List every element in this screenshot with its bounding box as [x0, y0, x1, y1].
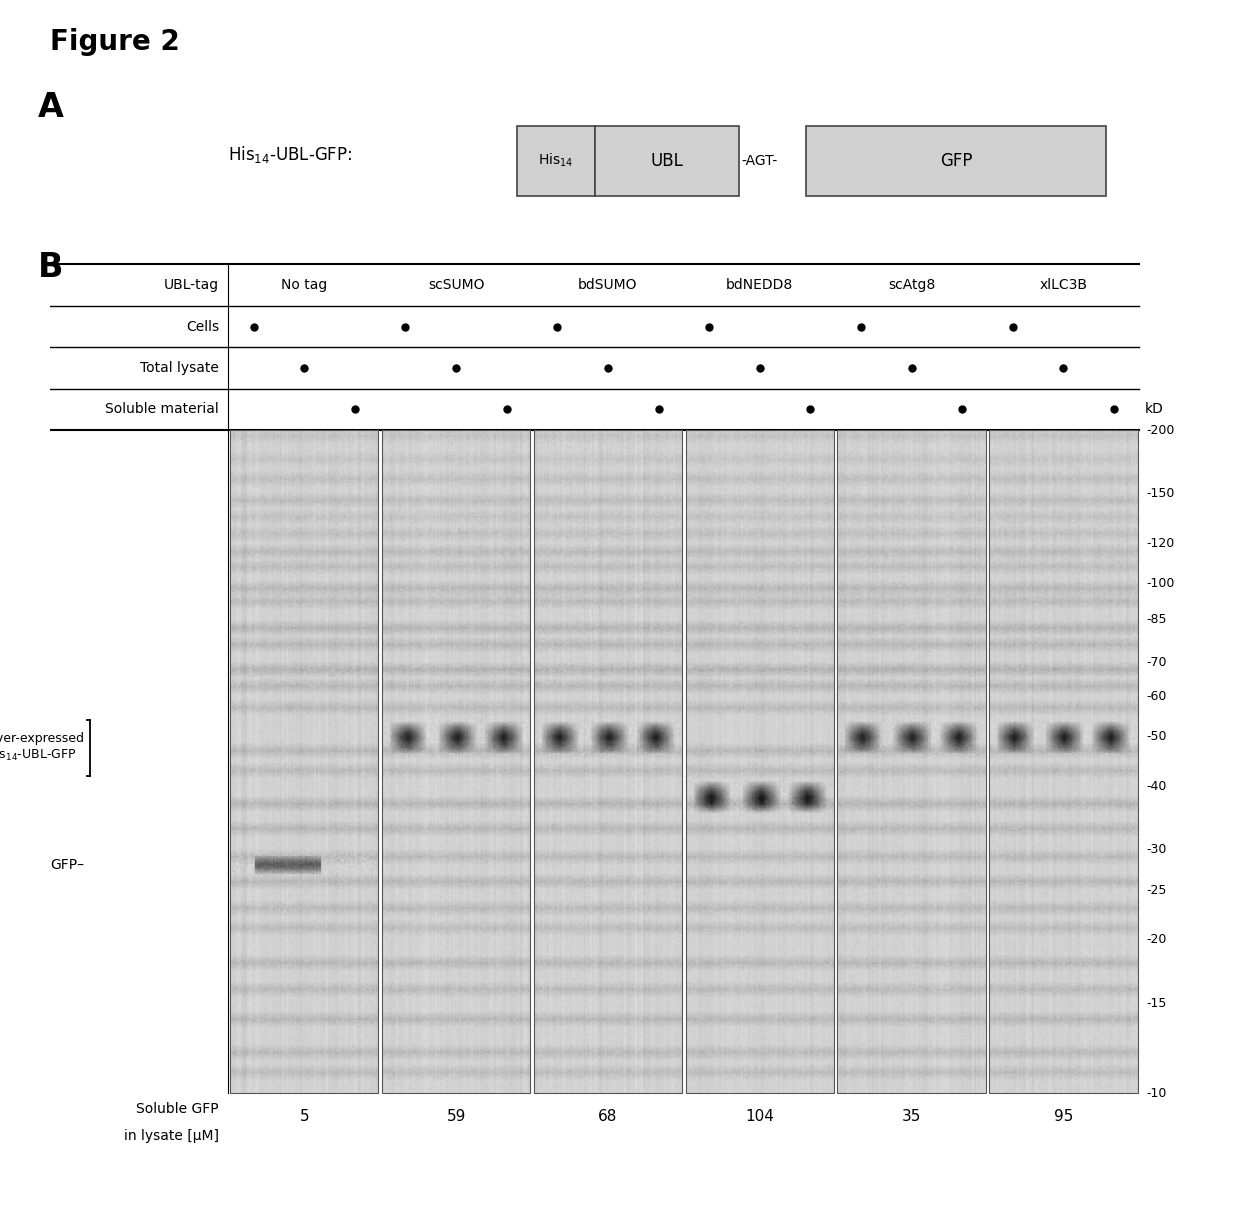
FancyBboxPatch shape [806, 126, 1106, 196]
Text: -30: -30 [1146, 844, 1167, 856]
FancyBboxPatch shape [517, 126, 595, 196]
FancyBboxPatch shape [595, 126, 739, 196]
Text: bdSUMO: bdSUMO [578, 278, 637, 293]
Text: -120: -120 [1146, 537, 1174, 550]
Text: 95: 95 [1054, 1110, 1073, 1124]
Text: A: A [38, 91, 64, 123]
Text: Cells: Cells [186, 319, 219, 334]
Bar [686, 430, 835, 1093]
Text: UBL: UBL [651, 152, 683, 169]
Text: Soluble material: Soluble material [105, 403, 219, 416]
Bar [837, 430, 986, 1093]
Text: Total lysate: Total lysate [140, 361, 219, 375]
Bar [990, 430, 1137, 1093]
Text: -150: -150 [1146, 487, 1174, 501]
Text: -25: -25 [1146, 884, 1167, 897]
Text: -70: -70 [1146, 656, 1167, 669]
Text: UBL-tag: UBL-tag [164, 278, 219, 293]
Text: -AGT-: -AGT- [742, 154, 777, 168]
Text: B: B [38, 251, 63, 284]
Text: xlLC3B: xlLC3B [1039, 278, 1087, 293]
Text: No tag: No tag [281, 278, 327, 293]
Text: His$_{14}$-UBL-GFP:: His$_{14}$-UBL-GFP: [228, 144, 352, 166]
Text: 104: 104 [745, 1110, 774, 1124]
Bar [533, 430, 682, 1093]
Text: 68: 68 [598, 1110, 618, 1124]
Text: -15: -15 [1146, 997, 1167, 1010]
Text: -10: -10 [1146, 1087, 1167, 1100]
Bar [231, 430, 378, 1093]
Text: -20: -20 [1146, 933, 1167, 947]
Text: Over-expressed
His$_{14}$-UBL-GFP: Over-expressed His$_{14}$-UBL-GFP [0, 731, 84, 763]
Text: in lysate [μM]: in lysate [μM] [124, 1129, 219, 1144]
Text: His$_{14}$: His$_{14}$ [538, 152, 574, 169]
Text: scAtg8: scAtg8 [888, 278, 935, 293]
Text: -85: -85 [1146, 613, 1167, 626]
Text: -100: -100 [1146, 577, 1174, 590]
Text: 59: 59 [446, 1110, 466, 1124]
Text: kD: kD [1146, 403, 1164, 416]
Text: -60: -60 [1146, 690, 1167, 704]
Text: Figure 2: Figure 2 [50, 28, 180, 56]
Text: GFP: GFP [940, 152, 972, 169]
Text: scSUMO: scSUMO [428, 278, 485, 293]
Text: 5: 5 [299, 1110, 309, 1124]
Text: -200: -200 [1146, 423, 1174, 436]
Text: 35: 35 [901, 1110, 921, 1124]
Text: -50: -50 [1146, 730, 1167, 744]
Text: bdNEDD8: bdNEDD8 [727, 278, 794, 293]
Bar [382, 430, 531, 1093]
Text: GFP–: GFP– [50, 858, 84, 872]
Text: -40: -40 [1146, 780, 1167, 793]
Text: Soluble GFP: Soluble GFP [136, 1103, 219, 1116]
